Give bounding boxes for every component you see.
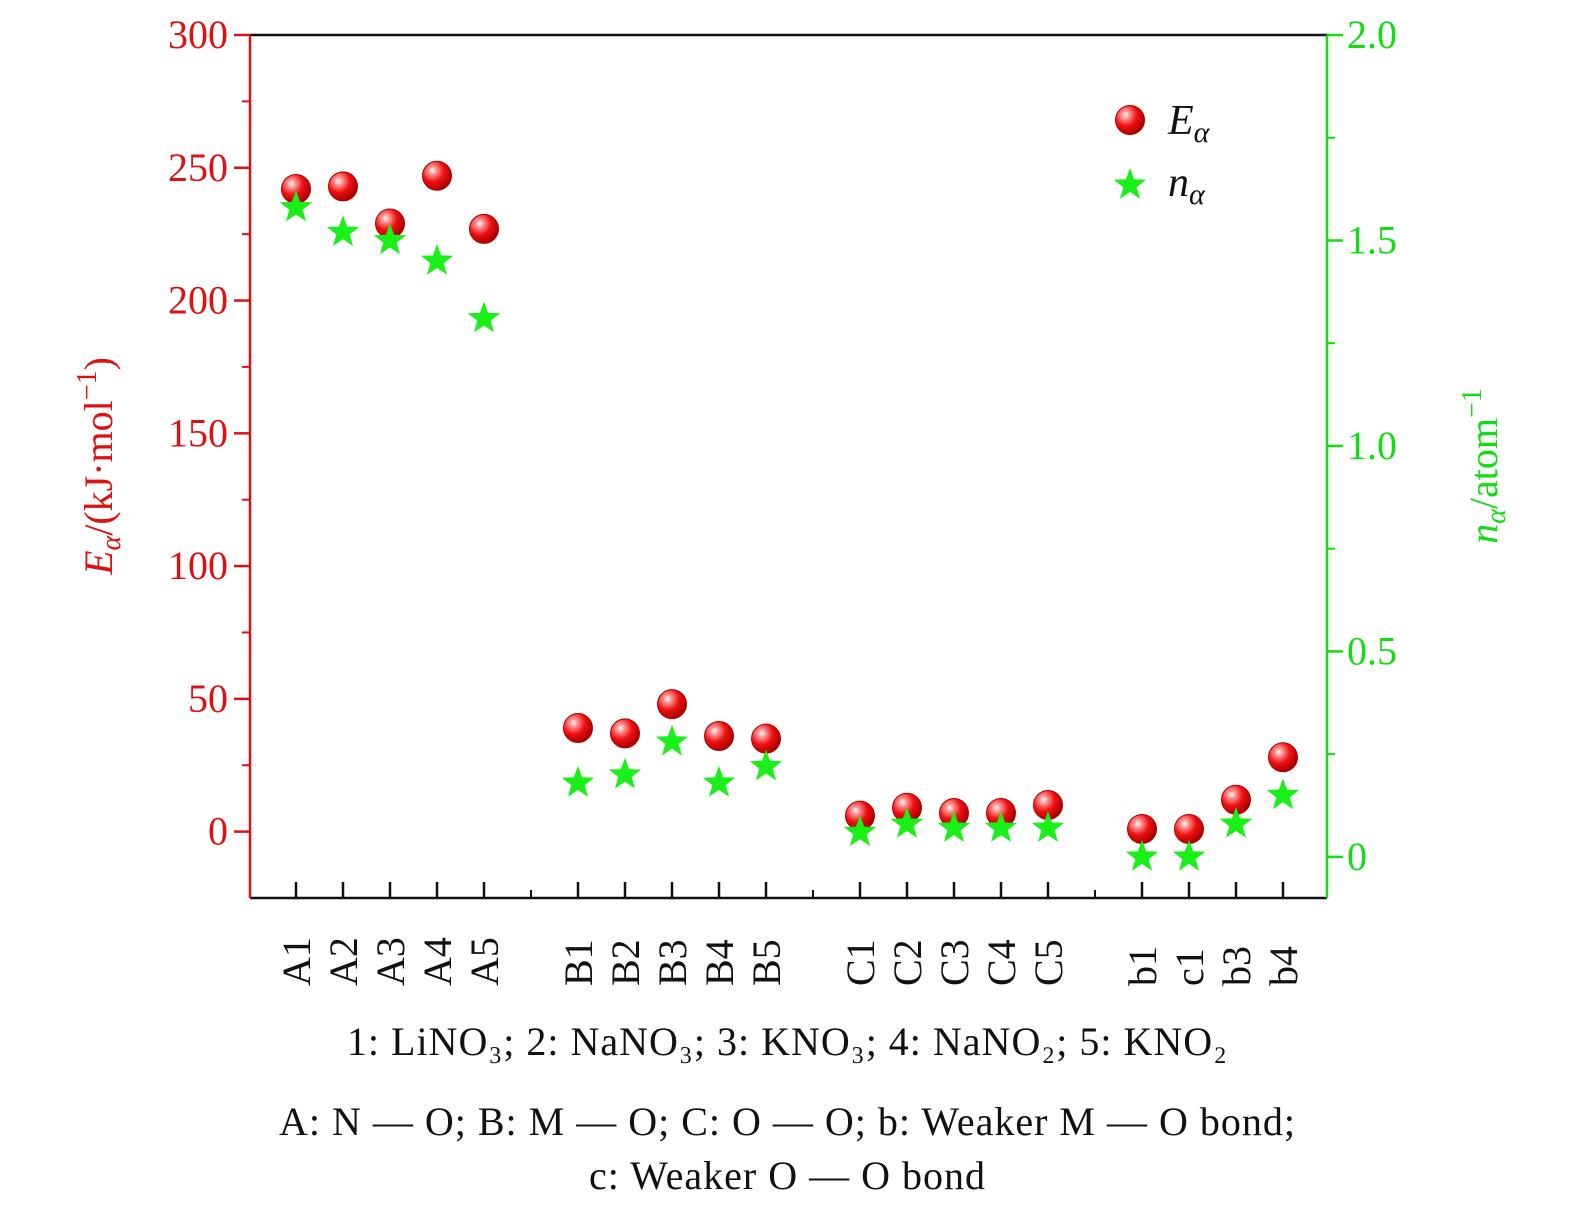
category-label: b1 [1120, 946, 1165, 986]
point-E-A4 [422, 160, 452, 191]
point-n-c1 [1172, 839, 1206, 871]
category-label: B5 [744, 939, 789, 986]
point-n-b1 [1125, 839, 1159, 871]
point-n-b4 [1266, 778, 1300, 809]
data-marks [279, 160, 1300, 871]
category-label: A1 [274, 937, 319, 986]
point-E-b4 [1268, 742, 1298, 773]
left-tick-label: 200 [168, 278, 228, 323]
point-E-B1 [563, 713, 593, 744]
point-E-b1 [1127, 813, 1157, 844]
right-tick-label: 1.0 [1347, 423, 1397, 468]
left-tick-label: 0 [208, 809, 228, 854]
point-n-C5 [1031, 811, 1065, 842]
category-label: B3 [650, 939, 695, 986]
right-axis-title: nα/atom−1 [1457, 388, 1512, 544]
legend-marker-n [1113, 168, 1147, 199]
plot-frame [250, 33, 1327, 900]
point-E-c1 [1174, 813, 1204, 844]
category-label: B1 [556, 939, 601, 986]
right-axis: 0 0.5 1.0 1.5 2.0 nα/atom−1 [1325, 12, 1512, 898]
point-n-A4 [420, 244, 454, 275]
left-axis: 0 50 100 150 200 250 300 Eα/(kJ·mol−1) [72, 12, 252, 898]
category-label: c1 [1167, 948, 1212, 986]
left-tick-label: 50 [188, 676, 228, 721]
category-label: C3 [932, 939, 977, 986]
category-label: b4 [1261, 946, 1306, 986]
point-E-B2 [610, 718, 640, 749]
caption-compounds: 1: LiNO₃; 2: NaNO₃; 3: KNO₃; 4: NaNO₂; 5… [346, 1019, 1229, 1064]
category-label: A5 [462, 937, 507, 986]
left-tick-label: 150 [168, 410, 228, 455]
point-n-B5 [749, 749, 783, 781]
point-E-B4 [704, 721, 734, 752]
point-E-B3 [657, 689, 687, 720]
caption-bond-types: A: N — O; B: M — O; C: O — O; b: Weaker … [278, 1099, 1296, 1144]
left-tick-label: 250 [168, 145, 228, 190]
point-n-B3 [655, 724, 689, 756]
point-n-A2 [326, 215, 360, 246]
category-label: B2 [603, 939, 648, 986]
left-tick-label: 100 [168, 543, 228, 588]
point-n-b3 [1219, 807, 1253, 838]
point-n-C1 [843, 815, 877, 846]
point-n-B1 [561, 765, 595, 797]
right-tick-label: 1.5 [1347, 217, 1397, 262]
point-E-A5 [469, 213, 499, 244]
point-n-A3 [373, 223, 407, 255]
point-n-C4 [984, 811, 1018, 842]
legend-marker-E [1115, 105, 1145, 135]
point-n-A1 [279, 190, 313, 222]
legend-label-n: nα [1168, 160, 1206, 211]
right-tick-label: 0.5 [1347, 628, 1397, 673]
category-label: A4 [415, 937, 460, 986]
chart: 0 50 100 150 200 250 300 Eα/(kJ·mol−1) 0 0.5 1.0 1… [72, 12, 1512, 986]
point-n-A5 [467, 301, 501, 333]
category-axis: A1 A2 A3 A4 A5 B1 B2 B3 B4 B5 C1 C2 C3 C4 C5 b1 c1 b3 b4 [274, 882, 1306, 986]
point-E-B5 [751, 723, 781, 754]
right-tick-label: 0 [1347, 834, 1367, 879]
point-n-C2 [890, 807, 924, 838]
category-label: b3 [1214, 946, 1259, 986]
category-label: B4 [697, 939, 742, 986]
left-axis-title: Eα/(kJ·mol−1) [72, 357, 127, 576]
point-E-A2 [328, 171, 358, 202]
category-label: A2 [321, 937, 366, 986]
category-label: C5 [1026, 939, 1071, 986]
legend-label-E: Eα [1167, 98, 1211, 149]
point-n-B2 [608, 757, 642, 789]
point-n-C3 [937, 811, 971, 842]
legend: Eα nα [1113, 98, 1211, 211]
category-label: A3 [368, 937, 413, 986]
point-n-B4 [702, 765, 736, 797]
category-label: C2 [885, 939, 930, 986]
left-tick-label: 300 [168, 12, 228, 57]
right-tick-label: 2.0 [1347, 12, 1397, 57]
category-label: C4 [979, 939, 1024, 986]
category-label: C1 [838, 939, 883, 986]
caption-weaker-bond: c: Weaker O — O bond [588, 1153, 987, 1198]
